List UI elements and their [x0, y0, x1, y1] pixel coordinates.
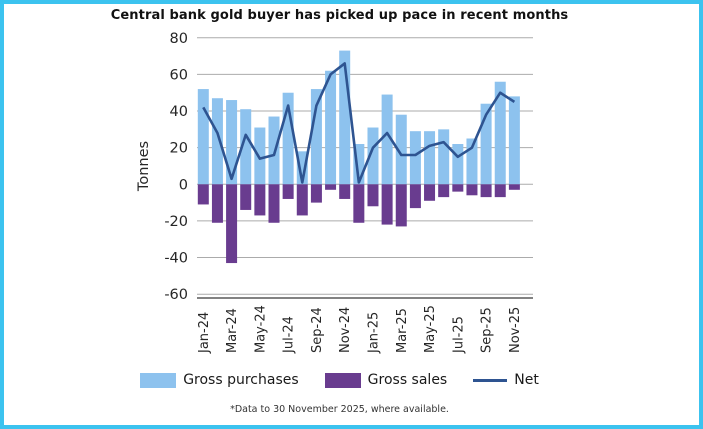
legend-label-gross-sales: Gross sales: [367, 372, 448, 388]
sales-bar-Nov-25: [508, 184, 520, 190]
x-tick-label-Nov-25: Nov-25: [508, 307, 523, 353]
x-tick-label-Jul-25: Jul-25: [451, 316, 466, 354]
y-tick-label: 20: [170, 141, 188, 157]
y-tick-label: -60: [164, 287, 188, 303]
sales-bar-Aug-24: [296, 184, 308, 216]
chart-plot-area: 80 60 40 20 0 -20 -40 -60 Jan-24 Mar-24 May-24 Jul-…: [136, 31, 533, 354]
purchases-bar-Aug-24: [296, 151, 308, 185]
chart-title: Central bank gold buyer has picked up pa…: [110, 8, 569, 23]
purchases-bar-Oct-25: [494, 81, 506, 185]
sales-bar-Sep-25: [480, 184, 492, 198]
sales-bar-Mar-25: [395, 184, 407, 227]
y-tick-label: 40: [170, 104, 188, 120]
legend-item-gross-sales: Gross sales: [324, 372, 448, 388]
purchases-bar-Dec-24: [353, 144, 365, 185]
purchases-bar-Jan-25: [367, 127, 379, 185]
legend: Gross purchases Gross sales Net: [4, 372, 675, 388]
y-tick-label: 60: [170, 67, 188, 83]
sales-bar-Feb-25: [381, 184, 393, 225]
purchases-bar-Mar-24: [226, 100, 238, 185]
purchases-bar-May-24: [254, 127, 266, 185]
purchases-bar-Nov-24: [339, 50, 351, 185]
sales-bar-Apr-24: [240, 184, 252, 210]
sales-bar-May-25: [424, 184, 436, 201]
purchases-bar-Apr-24: [240, 109, 252, 185]
footnote: *Data to 30 November 2025, where availab…: [230, 404, 449, 415]
x-tick-label-Nov-24: Nov-24: [338, 307, 353, 353]
purchases-bar-Feb-24: [211, 98, 223, 185]
net-line: [202, 62, 516, 184]
sales-bar-Sep-24: [310, 184, 322, 203]
x-tick-label-Jul-24: Jul-24: [282, 316, 297, 354]
sales-bar-Jan-25: [367, 184, 379, 207]
x-tick-label-May-24: May-24: [253, 305, 268, 353]
x-tick-label-Jan-24: Jan-24: [197, 312, 212, 354]
y-tick-label: -40: [164, 251, 188, 267]
sales-bar-Jun-25: [438, 184, 450, 198]
sales-bar-Oct-25: [494, 184, 506, 198]
y-tick-label: 0: [179, 177, 188, 193]
y-tick-label: 80: [170, 31, 188, 47]
sales-bar-Jul-24: [282, 184, 294, 199]
purchases-bar-Jun-25: [438, 129, 450, 185]
purchases-bar-Apr-25: [409, 131, 421, 185]
sales-bar-Aug-25: [466, 184, 478, 196]
purchases-bar-Nov-25: [508, 96, 520, 185]
purchases-bar-Feb-25: [381, 94, 393, 185]
net-line-swatch-icon: [473, 378, 508, 382]
purchases-bar-Jan-24: [197, 89, 209, 185]
sales-bar-Dec-24: [353, 184, 365, 223]
legend-item-gross-purchases: Gross purchases: [140, 372, 299, 388]
x-tick-label-May-25: May-25: [423, 305, 438, 353]
sales-bar-Nov-24: [339, 184, 351, 199]
sales-bar-May-24: [254, 184, 266, 216]
sales-bar-Apr-25: [409, 184, 421, 209]
sales-bar-Mar-24: [226, 184, 238, 264]
purchases-bar-Sep-25: [480, 103, 492, 185]
x-tick-label-Mar-24: Mar-24: [225, 308, 240, 353]
purchases-bar-Jul-25: [452, 144, 464, 185]
purchases-bar-Jul-24: [282, 92, 294, 185]
x-tick-label-Sep-24: Sep-24: [310, 307, 325, 353]
purchases-bar-Aug-25: [466, 138, 478, 185]
purchases-bar-Mar-25: [395, 114, 407, 185]
x-tick-label-Sep-25: Sep-25: [480, 307, 495, 353]
legend-item-net: Net: [473, 372, 539, 388]
purchases-bar-May-25: [424, 131, 436, 185]
purchases-bar-Oct-24: [325, 70, 337, 185]
sales-bar-Jul-25: [452, 184, 464, 192]
sales-bar-Jan-24: [197, 184, 209, 205]
x-tick-label-Mar-25: Mar-25: [395, 308, 410, 353]
y-tick-label: -20: [164, 214, 188, 230]
gross-sales-swatch-icon: [324, 372, 361, 388]
x-tick-label-Jan-25: Jan-25: [366, 312, 381, 354]
sales-bar-Feb-24: [211, 184, 223, 223]
legend-label-net: Net: [514, 372, 539, 388]
sales-bar-Jun-24: [268, 184, 280, 223]
purchases-bar-Sep-24: [310, 89, 322, 185]
y-axis-label: Tonnes: [136, 141, 152, 192]
legend-label-gross-purchases: Gross purchases: [183, 372, 299, 388]
gross-purchases-swatch-icon: [140, 372, 177, 388]
sales-bar-Oct-24: [325, 184, 337, 190]
